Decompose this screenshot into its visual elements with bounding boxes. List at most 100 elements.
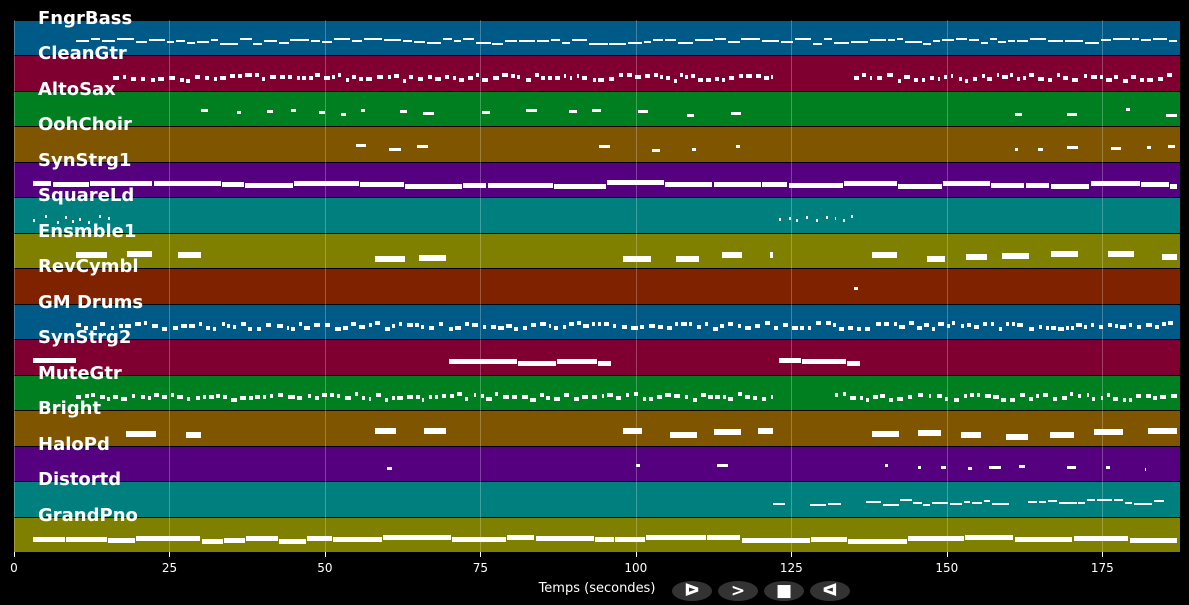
- note: [383, 535, 452, 541]
- note: [429, 326, 434, 331]
- note: [384, 326, 391, 331]
- note: [1053, 397, 1058, 402]
- note: [420, 325, 425, 330]
- note: [321, 40, 333, 43]
- note: [309, 76, 313, 81]
- note: [314, 73, 321, 78]
- note: [974, 325, 979, 330]
- note: [352, 74, 357, 79]
- note: [1171, 394, 1177, 399]
- note: [490, 325, 497, 330]
- note: [99, 395, 105, 400]
- note: [834, 41, 849, 44]
- note: [393, 73, 399, 78]
- note: [914, 78, 919, 83]
- note: [1108, 250, 1135, 257]
- note: [977, 392, 981, 397]
- note: [553, 326, 559, 331]
- x-tick-label: 25: [161, 561, 178, 575]
- note: [865, 326, 871, 331]
- note: [592, 321, 596, 326]
- note: [794, 38, 811, 41]
- note: [592, 109, 602, 113]
- note: [525, 77, 531, 82]
- note: [448, 327, 453, 332]
- note: [525, 109, 538, 113]
- note: [1065, 326, 1069, 331]
- note: [1006, 433, 1029, 440]
- note: [1133, 502, 1153, 505]
- note: [1162, 321, 1167, 326]
- note: [1061, 395, 1068, 400]
- note: [888, 397, 893, 402]
- note: [480, 393, 484, 398]
- note: [361, 109, 366, 113]
- note: [535, 536, 594, 542]
- note: [1153, 37, 1167, 40]
- previous-button[interactable]: ᐊ: [810, 581, 850, 601]
- note: [918, 429, 941, 436]
- note: [943, 75, 947, 80]
- note: [279, 75, 286, 80]
- note: [1083, 324, 1087, 329]
- note: [537, 40, 549, 43]
- note: [603, 322, 610, 327]
- note: [1084, 41, 1099, 44]
- stop-button[interactable]: ■: [764, 581, 804, 601]
- note: [1147, 77, 1153, 82]
- note: [1073, 536, 1129, 542]
- note: [597, 361, 611, 367]
- note: [449, 359, 517, 365]
- note: [201, 538, 223, 544]
- note: [1122, 78, 1129, 83]
- note: [1029, 396, 1033, 401]
- play-button[interactable]: ᐅ: [672, 581, 712, 601]
- note: [1100, 39, 1112, 42]
- note: [658, 325, 663, 330]
- note: [654, 73, 658, 78]
- note: [52, 181, 90, 187]
- note: [761, 181, 788, 187]
- note: [482, 325, 487, 329]
- note: [338, 73, 342, 78]
- x-axis-label: Temps (secondes): [538, 581, 656, 596]
- note: [87, 220, 90, 224]
- note: [1025, 183, 1050, 189]
- note: [1141, 38, 1152, 41]
- note: [314, 323, 320, 328]
- note: [713, 181, 761, 187]
- note: [907, 394, 913, 399]
- note: [883, 321, 889, 326]
- x-tick: [480, 552, 482, 557]
- note: [76, 251, 107, 258]
- note: [450, 394, 455, 399]
- note: [374, 427, 396, 434]
- note: [194, 75, 200, 80]
- note: [918, 465, 922, 469]
- note: [492, 43, 503, 46]
- note: [765, 321, 771, 326]
- note: [454, 326, 461, 331]
- note: [1145, 323, 1152, 328]
- note: [172, 326, 178, 331]
- note: [1058, 327, 1064, 332]
- note: [195, 396, 201, 401]
- note: [568, 322, 575, 327]
- note: [741, 38, 760, 41]
- note: [148, 39, 165, 42]
- note: [1015, 147, 1019, 151]
- note: [1001, 74, 1008, 79]
- note: [290, 38, 309, 41]
- note: [656, 394, 663, 399]
- note: [66, 537, 107, 543]
- note: [1136, 325, 1142, 330]
- note: [595, 537, 615, 543]
- note: [383, 38, 401, 41]
- note: [550, 39, 561, 42]
- note: [388, 75, 391, 80]
- note: [522, 395, 528, 400]
- x-tick: [946, 552, 948, 557]
- next-button[interactable]: >: [718, 581, 758, 601]
- note: [824, 37, 833, 40]
- note: [419, 254, 447, 261]
